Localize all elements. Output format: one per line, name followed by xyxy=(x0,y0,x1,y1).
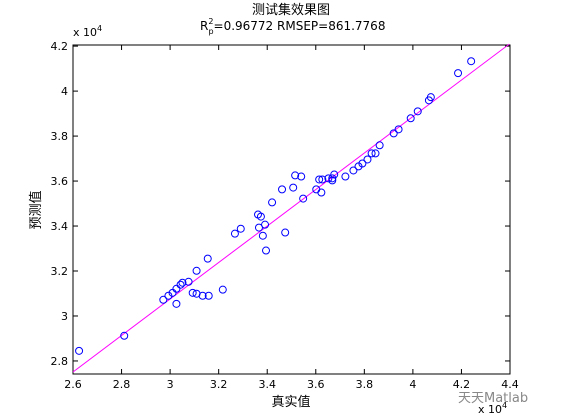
point xyxy=(289,183,298,192)
point xyxy=(467,57,476,66)
point xyxy=(324,174,333,183)
chart-title: 测试集效果图 xyxy=(252,2,330,18)
point xyxy=(268,198,277,207)
subtitle-r: R xyxy=(200,19,208,33)
y-tick-label: 4.2 xyxy=(51,40,69,53)
x-tick-label: 3.8 xyxy=(356,378,374,391)
point xyxy=(328,176,337,185)
y-tick-label: 3 xyxy=(61,310,68,323)
point xyxy=(413,107,422,116)
point xyxy=(426,93,435,102)
point xyxy=(75,346,84,355)
point xyxy=(454,69,463,78)
point xyxy=(371,149,380,158)
point xyxy=(341,172,350,181)
y-tick-label: 3.4 xyxy=(51,220,69,233)
y-multiplier-base: x 10 xyxy=(73,26,97,39)
y-tick-label: 4 xyxy=(61,85,68,98)
axes-box xyxy=(72,44,511,375)
point xyxy=(291,171,300,180)
point xyxy=(236,224,245,233)
point xyxy=(198,291,207,300)
point xyxy=(394,125,403,134)
point xyxy=(188,288,197,297)
point xyxy=(318,175,327,184)
x-tick-label: 3 xyxy=(167,378,174,391)
point xyxy=(203,254,212,263)
y-axis-label: 预测值 xyxy=(28,190,44,229)
point xyxy=(258,231,267,240)
point xyxy=(164,291,173,300)
x-tick-label: 3.6 xyxy=(307,378,325,391)
point xyxy=(330,170,339,179)
x-multiplier-base: x 10 xyxy=(478,403,502,416)
y-multiplier-exp: 4 xyxy=(97,24,102,33)
point xyxy=(363,155,372,164)
x-tick-label: 2.6 xyxy=(64,378,82,391)
subtitle-rest: =0.96772 RMSEP=861.7768 xyxy=(214,19,386,33)
point xyxy=(358,159,367,168)
point xyxy=(328,174,337,183)
point xyxy=(120,331,129,340)
y-tick-label: 3.2 xyxy=(51,265,69,278)
y-tick-label: 3.6 xyxy=(51,175,69,188)
point xyxy=(176,280,185,289)
point xyxy=(184,277,193,286)
y-multiplier: x 104 xyxy=(73,24,102,39)
point xyxy=(315,175,324,184)
y-tick-label: 3.8 xyxy=(51,130,69,143)
x-tick-label: 4.4 xyxy=(501,378,519,391)
point xyxy=(349,166,358,175)
point xyxy=(375,141,384,150)
x-tick-label: 4.2 xyxy=(453,378,471,391)
point xyxy=(367,149,376,158)
chart-subtitle: R2 p=0.96772 RMSEP=861.7768 xyxy=(200,17,385,36)
x-multiplier: x 104 xyxy=(478,401,507,416)
x-tick-label: 3.2 xyxy=(210,378,228,391)
point xyxy=(299,194,308,203)
point xyxy=(406,114,415,123)
x-axis-label: 真实值 xyxy=(271,394,310,410)
plot-area xyxy=(73,45,510,374)
point xyxy=(261,220,270,229)
x-tick-label: 2.8 xyxy=(113,378,131,391)
fit-line xyxy=(72,43,510,373)
subtitle-sub: p xyxy=(208,27,213,36)
point xyxy=(159,295,168,304)
point xyxy=(389,129,398,138)
point xyxy=(230,229,239,238)
point xyxy=(317,188,326,197)
x-tick-label: 4 xyxy=(409,378,416,391)
point xyxy=(281,228,290,237)
x-tick-label: 3.4 xyxy=(258,378,276,391)
point xyxy=(262,246,271,255)
point xyxy=(297,172,306,181)
subtitle-sup: 2 xyxy=(208,17,213,26)
point xyxy=(192,266,201,275)
point xyxy=(278,185,287,194)
point xyxy=(178,278,187,287)
point xyxy=(172,284,181,293)
point xyxy=(218,285,227,294)
y-tick-label: 2.8 xyxy=(51,355,69,368)
point xyxy=(172,299,181,308)
x-multiplier-exp: 4 xyxy=(502,401,507,410)
watermark: 天天Matlab xyxy=(458,391,528,406)
point xyxy=(204,291,213,300)
point xyxy=(256,212,265,221)
